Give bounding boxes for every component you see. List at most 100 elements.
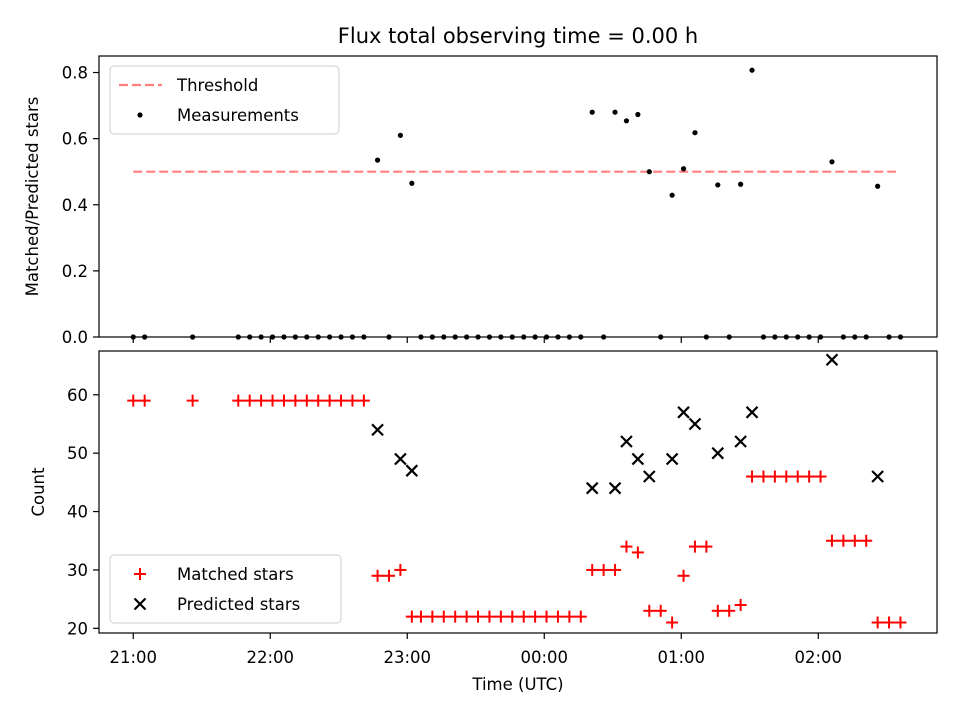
data-point [483,610,496,623]
legend-label: Threshold [176,76,258,95]
data-point [266,394,279,407]
data-point [232,394,245,407]
y-tick-label: 0.2 [62,262,88,281]
data-point [863,334,869,340]
data-point [658,334,664,340]
data-point [783,334,789,340]
data-point [886,334,892,340]
data-point [361,334,367,340]
data-point [848,534,861,547]
x-tick-label: 02:00 [794,648,842,667]
data-point [521,334,527,340]
data-point [734,435,747,448]
data-point [768,470,781,483]
data-point [585,481,599,495]
data-point [138,394,151,407]
data-point [620,435,633,448]
data-point [715,182,721,188]
data-point [746,470,759,483]
data-point [277,394,290,407]
data-point [371,423,384,437]
data-point [292,334,298,340]
data-point [669,192,675,198]
data-point [566,334,572,340]
series-predicted-stars [371,353,884,495]
data-point [806,334,812,340]
data-point [255,394,268,407]
data-point [289,394,302,407]
data-point [300,394,313,407]
data-point [563,610,576,623]
data-point [394,452,407,466]
data-point [371,569,384,582]
y-tick-label: 0.4 [62,196,88,215]
data-point [734,598,747,611]
data-point [726,334,732,340]
x-tick-label: 00:00 [520,648,568,667]
data-point [666,616,679,629]
data-point [426,610,439,623]
count-panel: 20 30 40 50 60 21:00 22:00 23:00 00:00 01:00 02:00… [29,350,938,667]
data-point [680,166,687,172]
data-point [609,563,622,576]
data-point [338,334,344,340]
data-point [349,334,356,340]
data-point [555,334,561,340]
data-point [780,470,793,483]
data-point [871,616,884,629]
data-point [409,180,415,186]
data-point [127,394,140,407]
y-tick-label: 0.0 [62,328,88,347]
data-point [703,334,709,340]
series-measurements [130,67,904,340]
data-point [817,334,824,340]
legend-marker [137,112,143,118]
data-point [312,394,325,407]
data-point [646,169,652,175]
data-point [460,610,473,623]
data-point [269,334,276,340]
x-tick-label: 21:00 [109,648,157,667]
data-point [860,534,873,547]
data-point [498,334,504,340]
data-point [304,334,310,340]
legend-label: Matched stars [177,565,294,584]
data-point [374,157,381,163]
data-point [757,470,770,483]
data-point [540,610,553,623]
legend-label: Measurements [177,106,299,125]
data-point [529,610,542,623]
legend-box [109,65,340,135]
data-point [871,470,884,483]
data-point [791,470,804,483]
series-matched-stars [127,394,907,629]
data-point [738,181,744,187]
data-point [897,334,904,340]
data-point [894,616,907,629]
data-point [397,132,404,138]
data-point [464,334,470,340]
x-axis-label: Time (UTC) [471,675,563,694]
data-point [247,334,253,340]
data-point [829,159,835,165]
data-point [551,610,564,623]
data-point [449,610,462,623]
data-point [543,334,550,340]
data-point [643,470,656,483]
data-point [654,604,667,617]
plot-frame [98,350,938,634]
data-point [386,334,392,340]
data-point [486,334,493,340]
data-point [405,464,419,477]
y-tick-label: 0.8 [62,64,88,83]
data-point [643,604,656,617]
y-tick-label: 60 [67,386,88,405]
data-point [840,334,846,340]
data-point [429,334,435,340]
data-point [825,534,838,547]
data-point [692,130,698,136]
data-point [327,334,333,340]
data-point [509,334,515,340]
data-point [235,334,241,340]
